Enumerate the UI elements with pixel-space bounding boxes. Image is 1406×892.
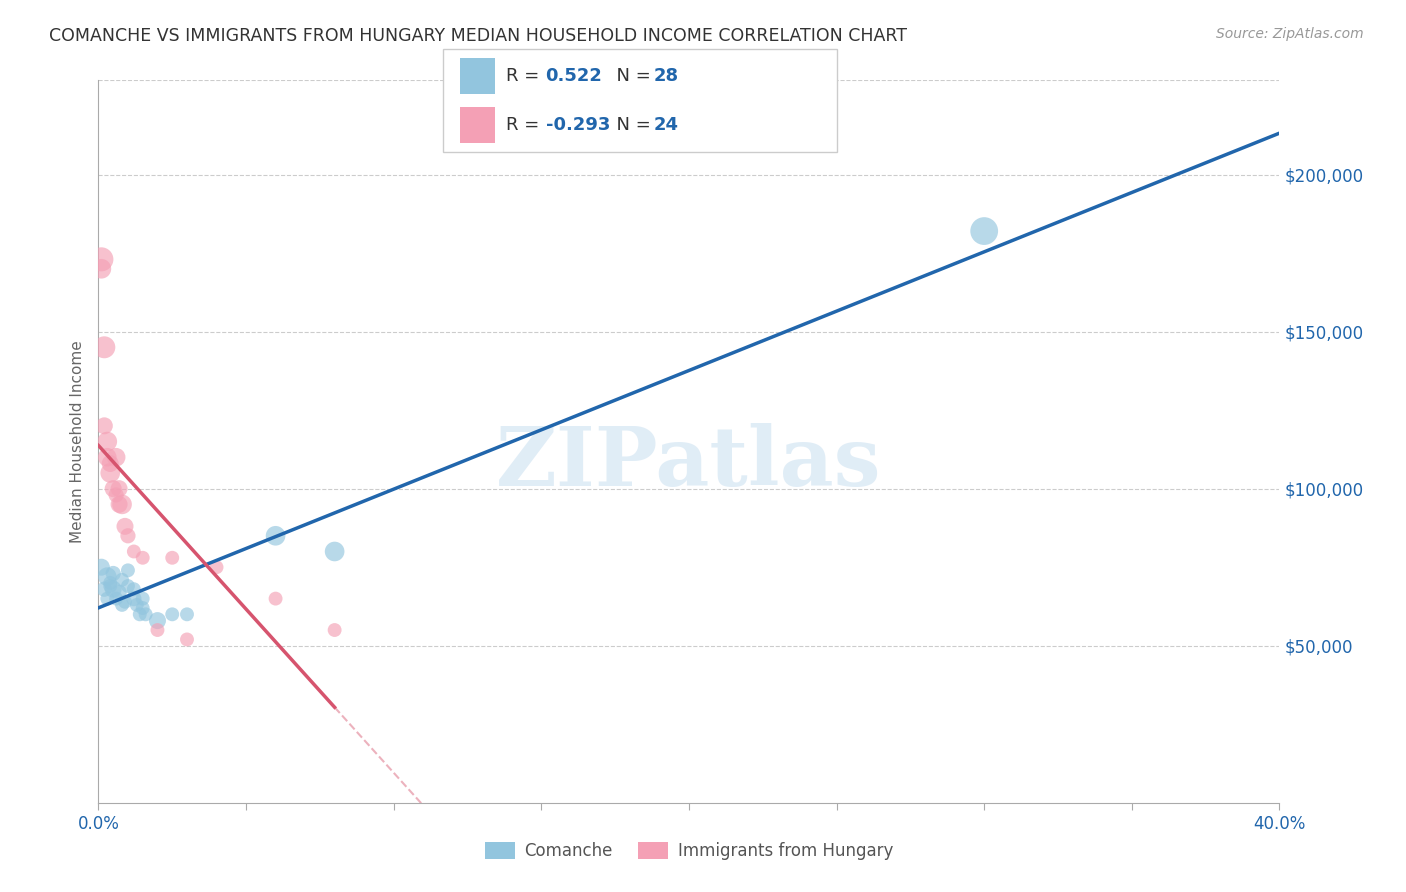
- Point: [162, 550, 183, 565]
- Point: [264, 591, 287, 606]
- Point: [93, 418, 115, 433]
- Point: [125, 598, 148, 612]
- Point: [90, 252, 112, 267]
- Point: [98, 575, 121, 590]
- Point: [128, 607, 150, 622]
- Point: [111, 497, 134, 511]
- Text: ZIPatlas: ZIPatlas: [496, 423, 882, 503]
- Point: [122, 582, 145, 597]
- Point: [117, 579, 139, 593]
- Point: [93, 582, 115, 597]
- Point: [111, 573, 134, 587]
- Point: [93, 340, 115, 354]
- Text: 28: 28: [654, 67, 679, 85]
- Point: [105, 488, 128, 502]
- Text: 0.522: 0.522: [546, 67, 602, 85]
- Point: [146, 614, 169, 628]
- Text: Source: ZipAtlas.com: Source: ZipAtlas.com: [1216, 27, 1364, 41]
- Point: [108, 497, 131, 511]
- Y-axis label: Median Household Income: Median Household Income: [69, 340, 84, 543]
- Point: [132, 591, 155, 606]
- Text: -0.293: -0.293: [546, 116, 610, 134]
- Point: [135, 607, 157, 622]
- Point: [90, 560, 112, 574]
- Point: [162, 607, 183, 622]
- Point: [108, 482, 131, 496]
- Text: R =: R =: [506, 116, 546, 134]
- Point: [103, 582, 125, 597]
- Point: [90, 261, 112, 276]
- Legend: Comanche, Immigrants from Hungary: Comanche, Immigrants from Hungary: [478, 835, 900, 867]
- Point: [122, 591, 145, 606]
- Point: [205, 560, 228, 574]
- Point: [108, 585, 131, 599]
- Point: [323, 623, 346, 637]
- Point: [132, 550, 155, 565]
- Point: [114, 595, 136, 609]
- Point: [103, 566, 125, 581]
- Point: [176, 632, 198, 647]
- Point: [111, 598, 134, 612]
- Point: [114, 519, 136, 533]
- Text: 24: 24: [654, 116, 679, 134]
- Point: [973, 224, 995, 238]
- Text: N =: N =: [605, 116, 657, 134]
- Point: [323, 544, 346, 558]
- Point: [105, 591, 128, 606]
- Point: [98, 457, 121, 471]
- Point: [117, 563, 139, 577]
- Point: [105, 450, 128, 465]
- Point: [146, 623, 169, 637]
- Point: [103, 482, 125, 496]
- Point: [98, 466, 121, 480]
- Point: [122, 544, 145, 558]
- Text: COMANCHE VS IMMIGRANTS FROM HUNGARY MEDIAN HOUSEHOLD INCOME CORRELATION CHART: COMANCHE VS IMMIGRANTS FROM HUNGARY MEDI…: [49, 27, 907, 45]
- Text: R =: R =: [506, 67, 546, 85]
- Point: [96, 450, 118, 465]
- Point: [264, 529, 287, 543]
- Point: [117, 529, 139, 543]
- Point: [96, 591, 118, 606]
- Point: [176, 607, 198, 622]
- Point: [132, 601, 155, 615]
- Point: [96, 434, 118, 449]
- Point: [98, 579, 121, 593]
- Point: [96, 569, 118, 583]
- Text: N =: N =: [605, 67, 657, 85]
